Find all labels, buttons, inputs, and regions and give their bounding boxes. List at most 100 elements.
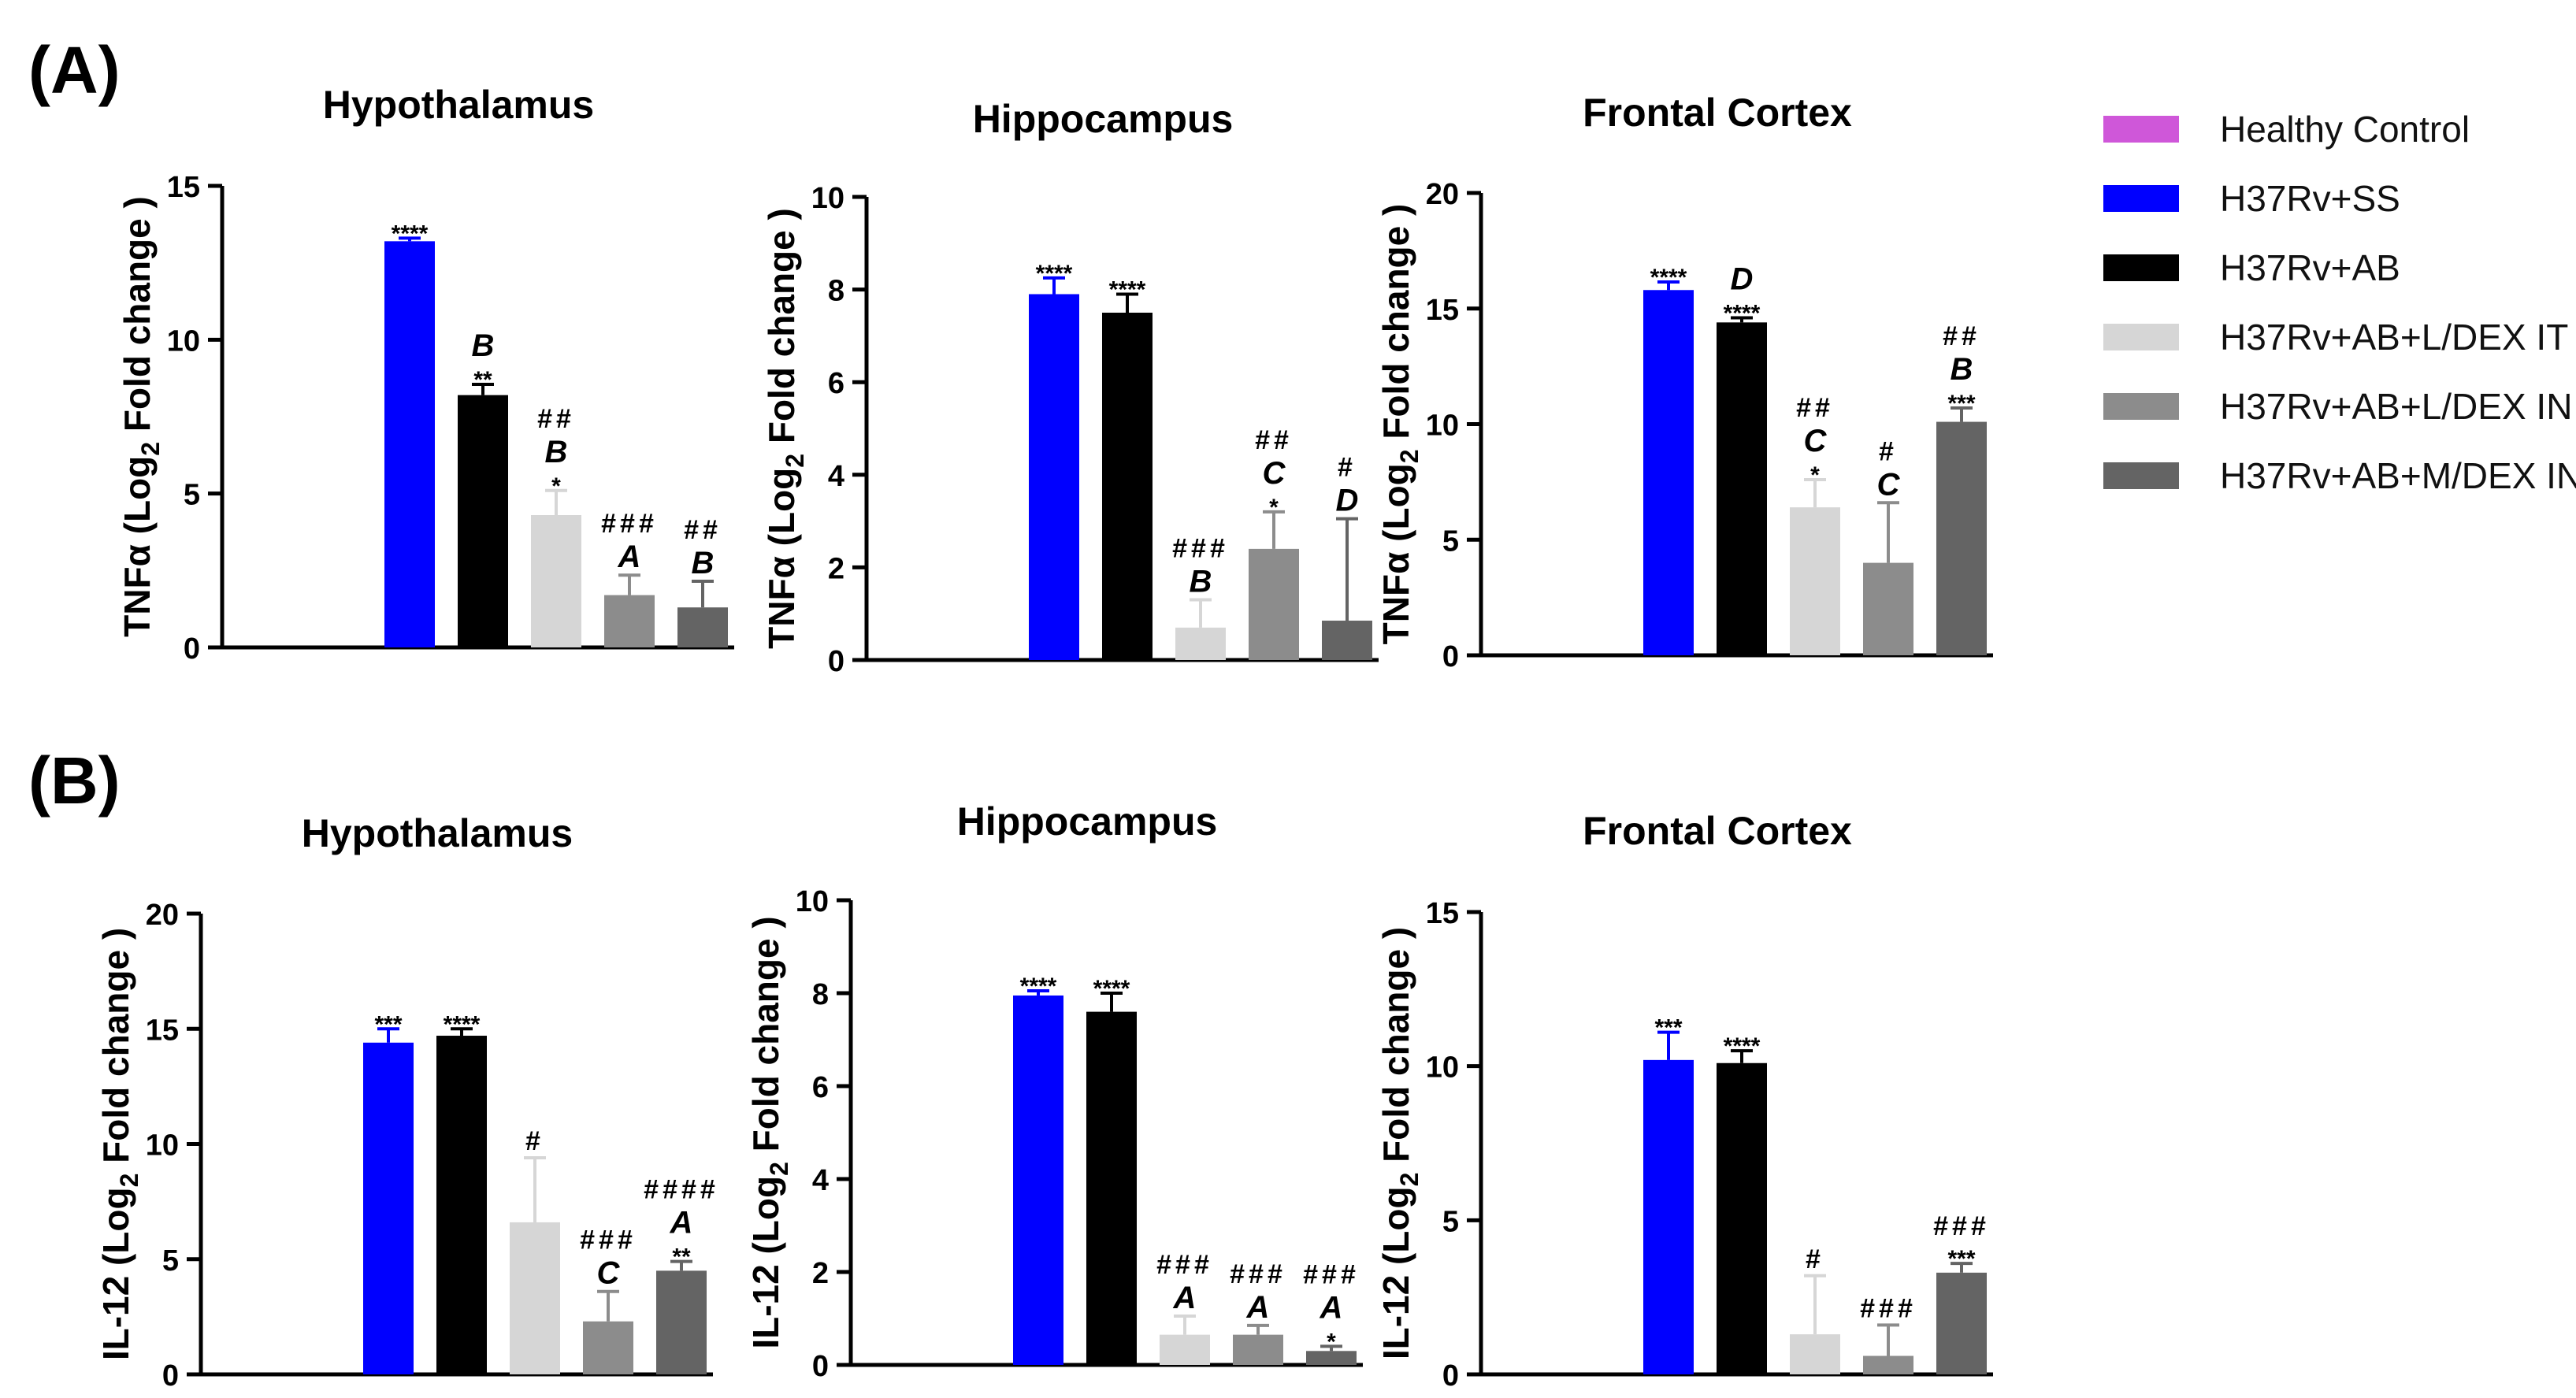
bar bbox=[1936, 1272, 1987, 1374]
legend-item-ab-l-dex-in: H37Rv+AB+L/DEX IN bbox=[2103, 372, 2576, 441]
legend-label: H37Rv+AB+L/DEX IN bbox=[2220, 386, 2573, 427]
significance-label: D bbox=[1336, 484, 1359, 518]
bar bbox=[1936, 421, 1987, 655]
significance-label: ## bbox=[1796, 393, 1834, 423]
y-tick-label: 2 bbox=[828, 552, 844, 585]
bar bbox=[1102, 313, 1153, 660]
y-tick-label: 15 bbox=[146, 1014, 179, 1047]
y-tick-label: 15 bbox=[1426, 294, 1459, 327]
y-tick-label: 15 bbox=[1426, 897, 1459, 930]
bar bbox=[510, 1222, 560, 1374]
significance-label: # bbox=[1338, 453, 1357, 483]
significance-label: ** bbox=[672, 1244, 691, 1270]
bar bbox=[1160, 1334, 1210, 1365]
significance-label: *** bbox=[374, 1011, 402, 1037]
y-tick-label: 20 bbox=[146, 899, 179, 932]
significance-label: ### bbox=[1303, 1259, 1360, 1289]
legend-swatch bbox=[2103, 116, 2179, 143]
y-axis-label: TNFα (Log2 Fold change ) bbox=[1375, 204, 1423, 645]
y-tick-label: 5 bbox=[184, 479, 200, 512]
significance-label: ## bbox=[684, 515, 722, 545]
significance-label: * bbox=[1269, 495, 1279, 521]
y-tick-label: 0 bbox=[828, 645, 844, 678]
y-tick-label: 5 bbox=[162, 1244, 179, 1277]
y-tick-label: 6 bbox=[812, 1071, 829, 1104]
y-tick-label: 6 bbox=[828, 367, 844, 400]
y-tick-label: 20 bbox=[1426, 178, 1459, 211]
significance-label: C bbox=[1877, 467, 1901, 502]
y-tick-label: 0 bbox=[184, 632, 200, 666]
bar bbox=[677, 607, 728, 647]
significance-label: **** bbox=[1109, 276, 1146, 302]
y-tick-label: 5 bbox=[1442, 1205, 1459, 1238]
legend-label: Healthy Control bbox=[2220, 109, 2470, 150]
bar bbox=[1643, 1059, 1694, 1374]
bar bbox=[1643, 290, 1694, 655]
bar bbox=[436, 1036, 487, 1374]
significance-label: ### bbox=[1933, 1211, 1990, 1241]
bar bbox=[1306, 1351, 1357, 1365]
chart-title: Hypothalamus bbox=[323, 83, 595, 127]
significance-label: A bbox=[618, 540, 641, 574]
bar bbox=[583, 1321, 633, 1374]
significance-label: D bbox=[1731, 261, 1754, 296]
legend-label: H37Rv+AB bbox=[2220, 247, 2400, 288]
significance-label: A bbox=[1246, 1290, 1270, 1325]
y-tick-label: 4 bbox=[828, 460, 844, 493]
significance-label: **** bbox=[444, 1011, 481, 1037]
y-tick-label: 8 bbox=[828, 275, 844, 308]
bar bbox=[1013, 995, 1063, 1365]
bar bbox=[1717, 322, 1767, 655]
significance-label: *** bbox=[1654, 1015, 1682, 1041]
legend-swatch bbox=[2103, 324, 2179, 350]
bar bbox=[1249, 548, 1299, 660]
bar bbox=[1322, 621, 1372, 660]
significance-label: ## bbox=[1943, 321, 1980, 351]
significance-label: ### bbox=[1172, 534, 1229, 564]
significance-label: C bbox=[1804, 424, 1828, 458]
y-axis-label: TNFα (Log2 Fold change ) bbox=[117, 196, 165, 637]
bar bbox=[384, 241, 435, 647]
y-tick-label: 15 bbox=[167, 171, 200, 204]
y-tick-label: 0 bbox=[162, 1359, 179, 1392]
significance-label: A bbox=[1320, 1290, 1343, 1325]
y-tick-label: 8 bbox=[812, 978, 829, 1011]
legend-swatch bbox=[2103, 393, 2179, 420]
y-tick-label: 0 bbox=[812, 1350, 829, 1383]
y-tick-label: 10 bbox=[167, 324, 200, 358]
bar bbox=[656, 1270, 707, 1374]
significance-label: * bbox=[551, 473, 561, 499]
section-label-b: (B) bbox=[28, 743, 121, 818]
section-label-a: (A) bbox=[28, 33, 121, 107]
chart-title: Frontal Cortex bbox=[1583, 809, 1852, 853]
significance-label: ### bbox=[601, 509, 658, 539]
bar bbox=[1790, 507, 1840, 655]
y-axis-label: IL-12 (Log2 Fold change ) bbox=[95, 928, 143, 1360]
bar bbox=[1233, 1334, 1283, 1365]
significance-label: # bbox=[525, 1126, 544, 1156]
bar bbox=[1717, 1062, 1767, 1374]
legend-label: H37Rv+AB+M/DEX IN bbox=[2220, 455, 2576, 496]
significance-label: * bbox=[1810, 462, 1820, 488]
legend-item-healthy-control: Healthy Control bbox=[2103, 95, 2576, 164]
bar bbox=[531, 515, 581, 647]
bar bbox=[1790, 1334, 1840, 1374]
y-tick-label: 4 bbox=[812, 1164, 829, 1197]
y-tick-label: 0 bbox=[1442, 640, 1459, 673]
legend-item-ab-m-dex-in: H37Rv+AB+M/DEX IN bbox=[2103, 441, 2576, 510]
y-tick-label: 10 bbox=[796, 885, 829, 918]
significance-label: A bbox=[1173, 1281, 1197, 1315]
bar bbox=[1029, 294, 1079, 660]
y-tick-label: 0 bbox=[1442, 1359, 1459, 1392]
significance-label: **** bbox=[1036, 261, 1073, 287]
significance-label: *** bbox=[1947, 391, 1975, 417]
significance-label: **** bbox=[1724, 300, 1761, 326]
significance-label: ### bbox=[1230, 1259, 1286, 1289]
significance-label: #### bbox=[644, 1175, 719, 1205]
significance-label: ** bbox=[473, 367, 492, 393]
